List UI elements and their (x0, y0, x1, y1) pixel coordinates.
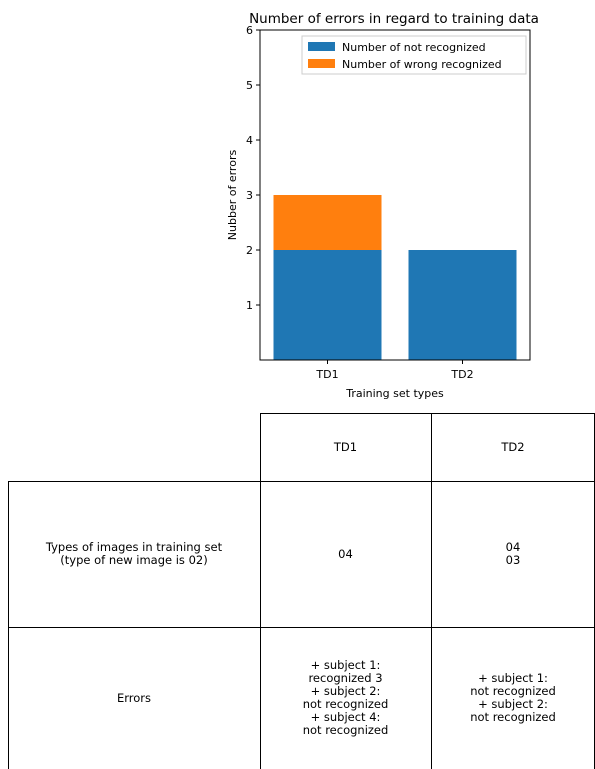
x-tick-label: TD2 (450, 368, 473, 381)
y-tick-label: 5 (246, 79, 253, 92)
stacked-bar-chart: Number of errors in regard to training d… (226, 11, 539, 400)
y-tick-label: 2 (246, 244, 253, 257)
bars-layer (273, 195, 517, 360)
y-axis-label: Nubber of errors (226, 150, 239, 241)
y-tick-label: 4 (246, 134, 253, 147)
table-cell-r2-c1: + subject 1: recognized 3 + subject 2: n… (302, 658, 389, 737)
y-tick-label: 6 (246, 24, 253, 37)
x-tick-label: TD1 (315, 368, 338, 381)
table-line-row1-top (8, 481, 595, 482)
legend: Number of not recognized Number of wrong … (301, 35, 527, 75)
bar-td2-series-1 (408, 250, 517, 360)
table-line-col2 (431, 413, 432, 769)
y-tick-label: 1 (246, 299, 253, 312)
table-cell-r1-c1: 04 (338, 546, 353, 561)
chart-title: Number of errors in regard to training d… (249, 11, 539, 27)
legend-swatch-1 (308, 42, 335, 51)
table-line-left (8, 481, 9, 769)
row-label-2: Errors (116, 690, 152, 705)
bar-td1-series-1 (273, 250, 382, 360)
legend-label-2: Number of wrong recognized (342, 58, 502, 71)
legend-label-1: Number of not recognized (342, 41, 486, 54)
y-axis-ticks: 1 2 3 4 5 6 (246, 24, 260, 312)
column-header-td1: TD1 (333, 439, 358, 454)
legend-swatch-2 (308, 59, 335, 68)
column-header-td2: TD2 (501, 439, 525, 454)
table-line-col1 (260, 413, 261, 769)
table-cell-r1-c2: 04 03 (505, 540, 521, 567)
x-axis-ticks: TD1 TD2 (315, 360, 474, 381)
x-axis-label: Training set types (345, 387, 444, 400)
table-line-top (260, 413, 595, 414)
y-tick-label: 3 (246, 189, 253, 202)
bar-td1-series-2 (273, 195, 382, 250)
legend-frame (301, 35, 527, 75)
table-line-row2-top (8, 627, 595, 628)
table-cell-r2-c2: + subject 1: not recognized + subject 2:… (470, 671, 556, 724)
row-label-1: Types of images in training set (type of… (45, 540, 223, 567)
